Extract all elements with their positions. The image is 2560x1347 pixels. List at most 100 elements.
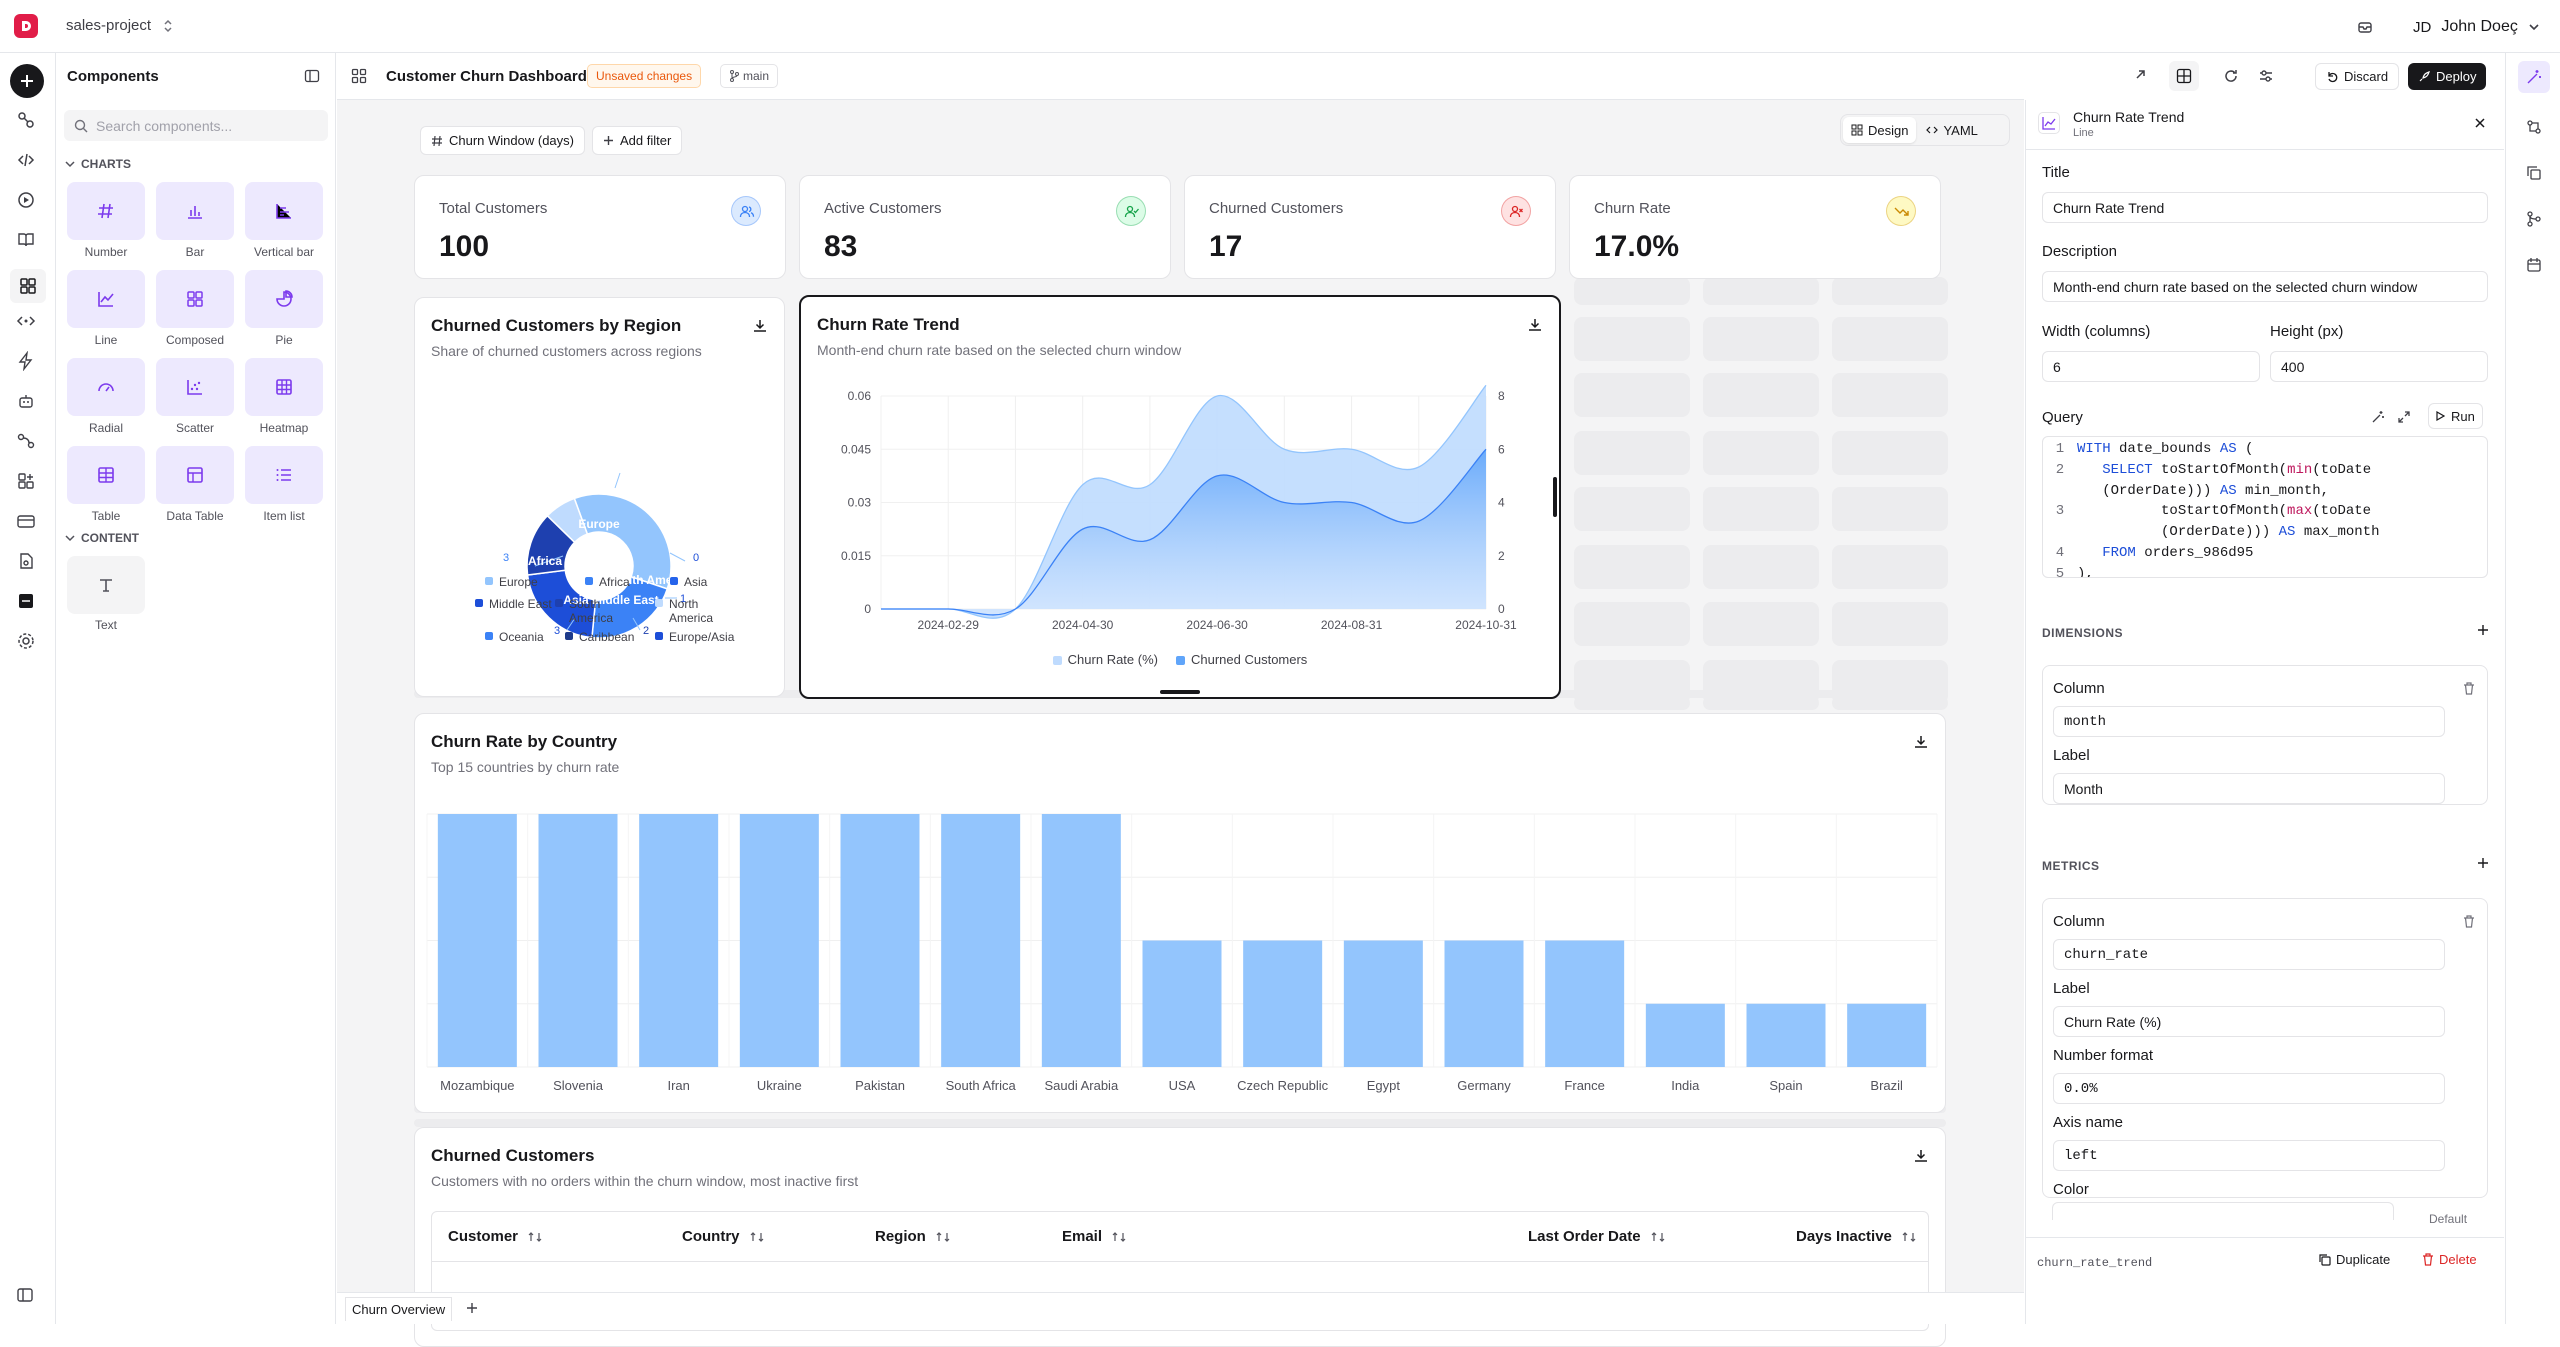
component-tile-scatter[interactable] — [156, 358, 234, 416]
color-input[interactable] — [2052, 1202, 2394, 1220]
kpi-card[interactable]: Total Customers 100 — [414, 175, 786, 279]
legend-item[interactable]: Europe/Asia — [655, 630, 745, 644]
legend-item[interactable]: Middle East — [475, 597, 565, 611]
refresh-icon[interactable] — [2223, 68, 2239, 84]
axis-input[interactable]: left — [2053, 1140, 2445, 1171]
files-icon[interactable] — [16, 551, 40, 575]
git-merge-icon[interactable] — [2526, 211, 2542, 227]
add-page-icon[interactable] — [466, 1302, 478, 1314]
bar[interactable] — [1041, 814, 1121, 1067]
sort-icon[interactable] — [1651, 1231, 1665, 1243]
collapse-panel-icon[interactable] — [304, 68, 320, 84]
add-metric-icon[interactable] — [2477, 857, 2489, 869]
kpi-card[interactable]: Churned Customers 17 — [1184, 175, 1556, 279]
bot-icon[interactable] — [16, 391, 40, 415]
column-header[interactable]: Country — [682, 1228, 764, 1245]
download-icon[interactable] — [1527, 317, 1543, 333]
bar[interactable] — [1142, 940, 1222, 1068]
sort-icon[interactable] — [1902, 1231, 1916, 1243]
legend-item[interactable]: Asia — [670, 575, 760, 589]
component-tile-number[interactable] — [67, 182, 145, 240]
add-filter-button[interactable]: Add filter — [592, 126, 683, 155]
close-icon[interactable] — [2473, 116, 2487, 130]
design-tab[interactable]: Design — [1843, 117, 1917, 143]
churn-window-filter[interactable]: Churn Window (days) — [420, 126, 585, 155]
settings-icon[interactable] — [16, 631, 40, 655]
deploy-button[interactable]: Deploy — [2408, 63, 2487, 90]
component-tile-data-table[interactable] — [156, 446, 234, 504]
kpi-card[interactable]: Churn Rate 17.0% — [1569, 175, 1941, 279]
component-search[interactable]: Search components... — [64, 110, 328, 141]
legend-item[interactable]: Europe — [485, 575, 575, 589]
api-icon[interactable] — [16, 311, 40, 335]
layout-toggle-icon[interactable] — [2169, 61, 2199, 91]
trash-icon[interactable] — [2463, 682, 2475, 695]
bar[interactable] — [1847, 1003, 1927, 1067]
resize-handle-right[interactable] — [1553, 477, 1557, 517]
bar[interactable] — [1343, 940, 1423, 1068]
calendar-icon[interactable] — [2526, 257, 2542, 273]
bar[interactable] — [1645, 1003, 1725, 1067]
component-tile-composed[interactable] — [156, 270, 234, 328]
sidebar-toggle-icon[interactable] — [16, 1286, 40, 1310]
sort-icon[interactable] — [936, 1231, 950, 1243]
pie-slice[interactable] — [573, 493, 672, 590]
card-icon[interactable] — [16, 511, 40, 535]
properties-tab-icon[interactable] — [2518, 61, 2550, 93]
sort-icon[interactable] — [528, 1231, 542, 1243]
legend-item[interactable]: North America — [655, 597, 745, 625]
download-icon[interactable] — [1913, 734, 1929, 750]
tab-churn-overview[interactable]: Churn Overview — [345, 1297, 453, 1321]
app-logo[interactable] — [14, 14, 38, 38]
bar[interactable] — [639, 814, 719, 1067]
component-tile-vertical-bar[interactable] — [245, 182, 323, 240]
bar[interactable] — [1243, 940, 1323, 1068]
play-icon[interactable] — [16, 190, 40, 214]
sort-icon[interactable] — [1112, 1231, 1126, 1243]
content-section-header[interactable]: CONTENT — [65, 531, 139, 545]
component-tile-table[interactable] — [67, 446, 145, 504]
component-tile-item-list[interactable] — [245, 446, 323, 504]
component-tile-bar[interactable] — [156, 182, 234, 240]
component-tile-heatmap[interactable] — [245, 358, 323, 416]
notifications-icon[interactable] — [2357, 19, 2373, 35]
discard-button[interactable]: Discard — [2315, 63, 2400, 90]
legend-item[interactable]: Caribbean — [565, 630, 655, 644]
legend-item[interactable]: South America — [555, 597, 645, 625]
apps-icon[interactable] — [16, 471, 40, 495]
new-button[interactable] — [10, 64, 44, 98]
dim-column-input[interactable]: month — [2053, 706, 2445, 737]
pie-slice[interactable] — [546, 497, 589, 544]
column-header[interactable]: Days Inactive — [1796, 1228, 1916, 1245]
yaml-tab[interactable]: YAML — [1918, 117, 1985, 143]
branch-badge[interactable]: main — [720, 64, 779, 88]
column-header[interactable]: Last Order Date — [1528, 1228, 1665, 1245]
legend-item[interactable]: Africa — [585, 575, 675, 589]
workflow-icon[interactable] — [16, 431, 40, 455]
trash-icon[interactable] — [2463, 915, 2475, 928]
trend-chart-card[interactable]: Churn Rate Trend Month-end churn rate ba… — [799, 295, 1561, 699]
component-tile-radial[interactable] — [67, 358, 145, 416]
duplicate-button[interactable]: Duplicate — [2318, 1252, 2390, 1267]
bar[interactable] — [1444, 940, 1524, 1068]
bar[interactable] — [739, 814, 819, 1067]
book-icon[interactable] — [16, 230, 40, 254]
sort-icon[interactable] — [750, 1231, 764, 1243]
magic-wand-icon[interactable] — [2371, 410, 2385, 424]
region-chart-card[interactable]: Churned Customers by Region Share of chu… — [414, 297, 785, 697]
numfmt-input[interactable]: 0.0% — [2053, 1073, 2445, 1104]
met-label-input[interactable]: Churn Rate (%) — [2053, 1006, 2445, 1037]
copy-icon[interactable] — [2526, 165, 2542, 181]
width-input[interactable]: 6 — [2042, 351, 2260, 382]
charts-section-header[interactable]: CHARTS — [65, 157, 131, 171]
height-input[interactable]: 400 — [2270, 351, 2488, 382]
connections-icon[interactable] — [16, 110, 40, 134]
user-menu[interactable]: JD John Doeç — [2413, 18, 2540, 36]
column-header[interactable]: Email — [1062, 1228, 1126, 1245]
component-tile-pie[interactable] — [245, 270, 323, 328]
title-input[interactable]: Churn Rate Trend — [2042, 192, 2488, 223]
query-editor[interactable]: 1 WITH date_bounds AS (2 SELECT toStartOf… — [2042, 436, 2488, 578]
add-dimension-icon[interactable] — [2477, 624, 2489, 636]
bar[interactable] — [840, 814, 920, 1067]
expand-icon[interactable] — [2397, 410, 2411, 424]
